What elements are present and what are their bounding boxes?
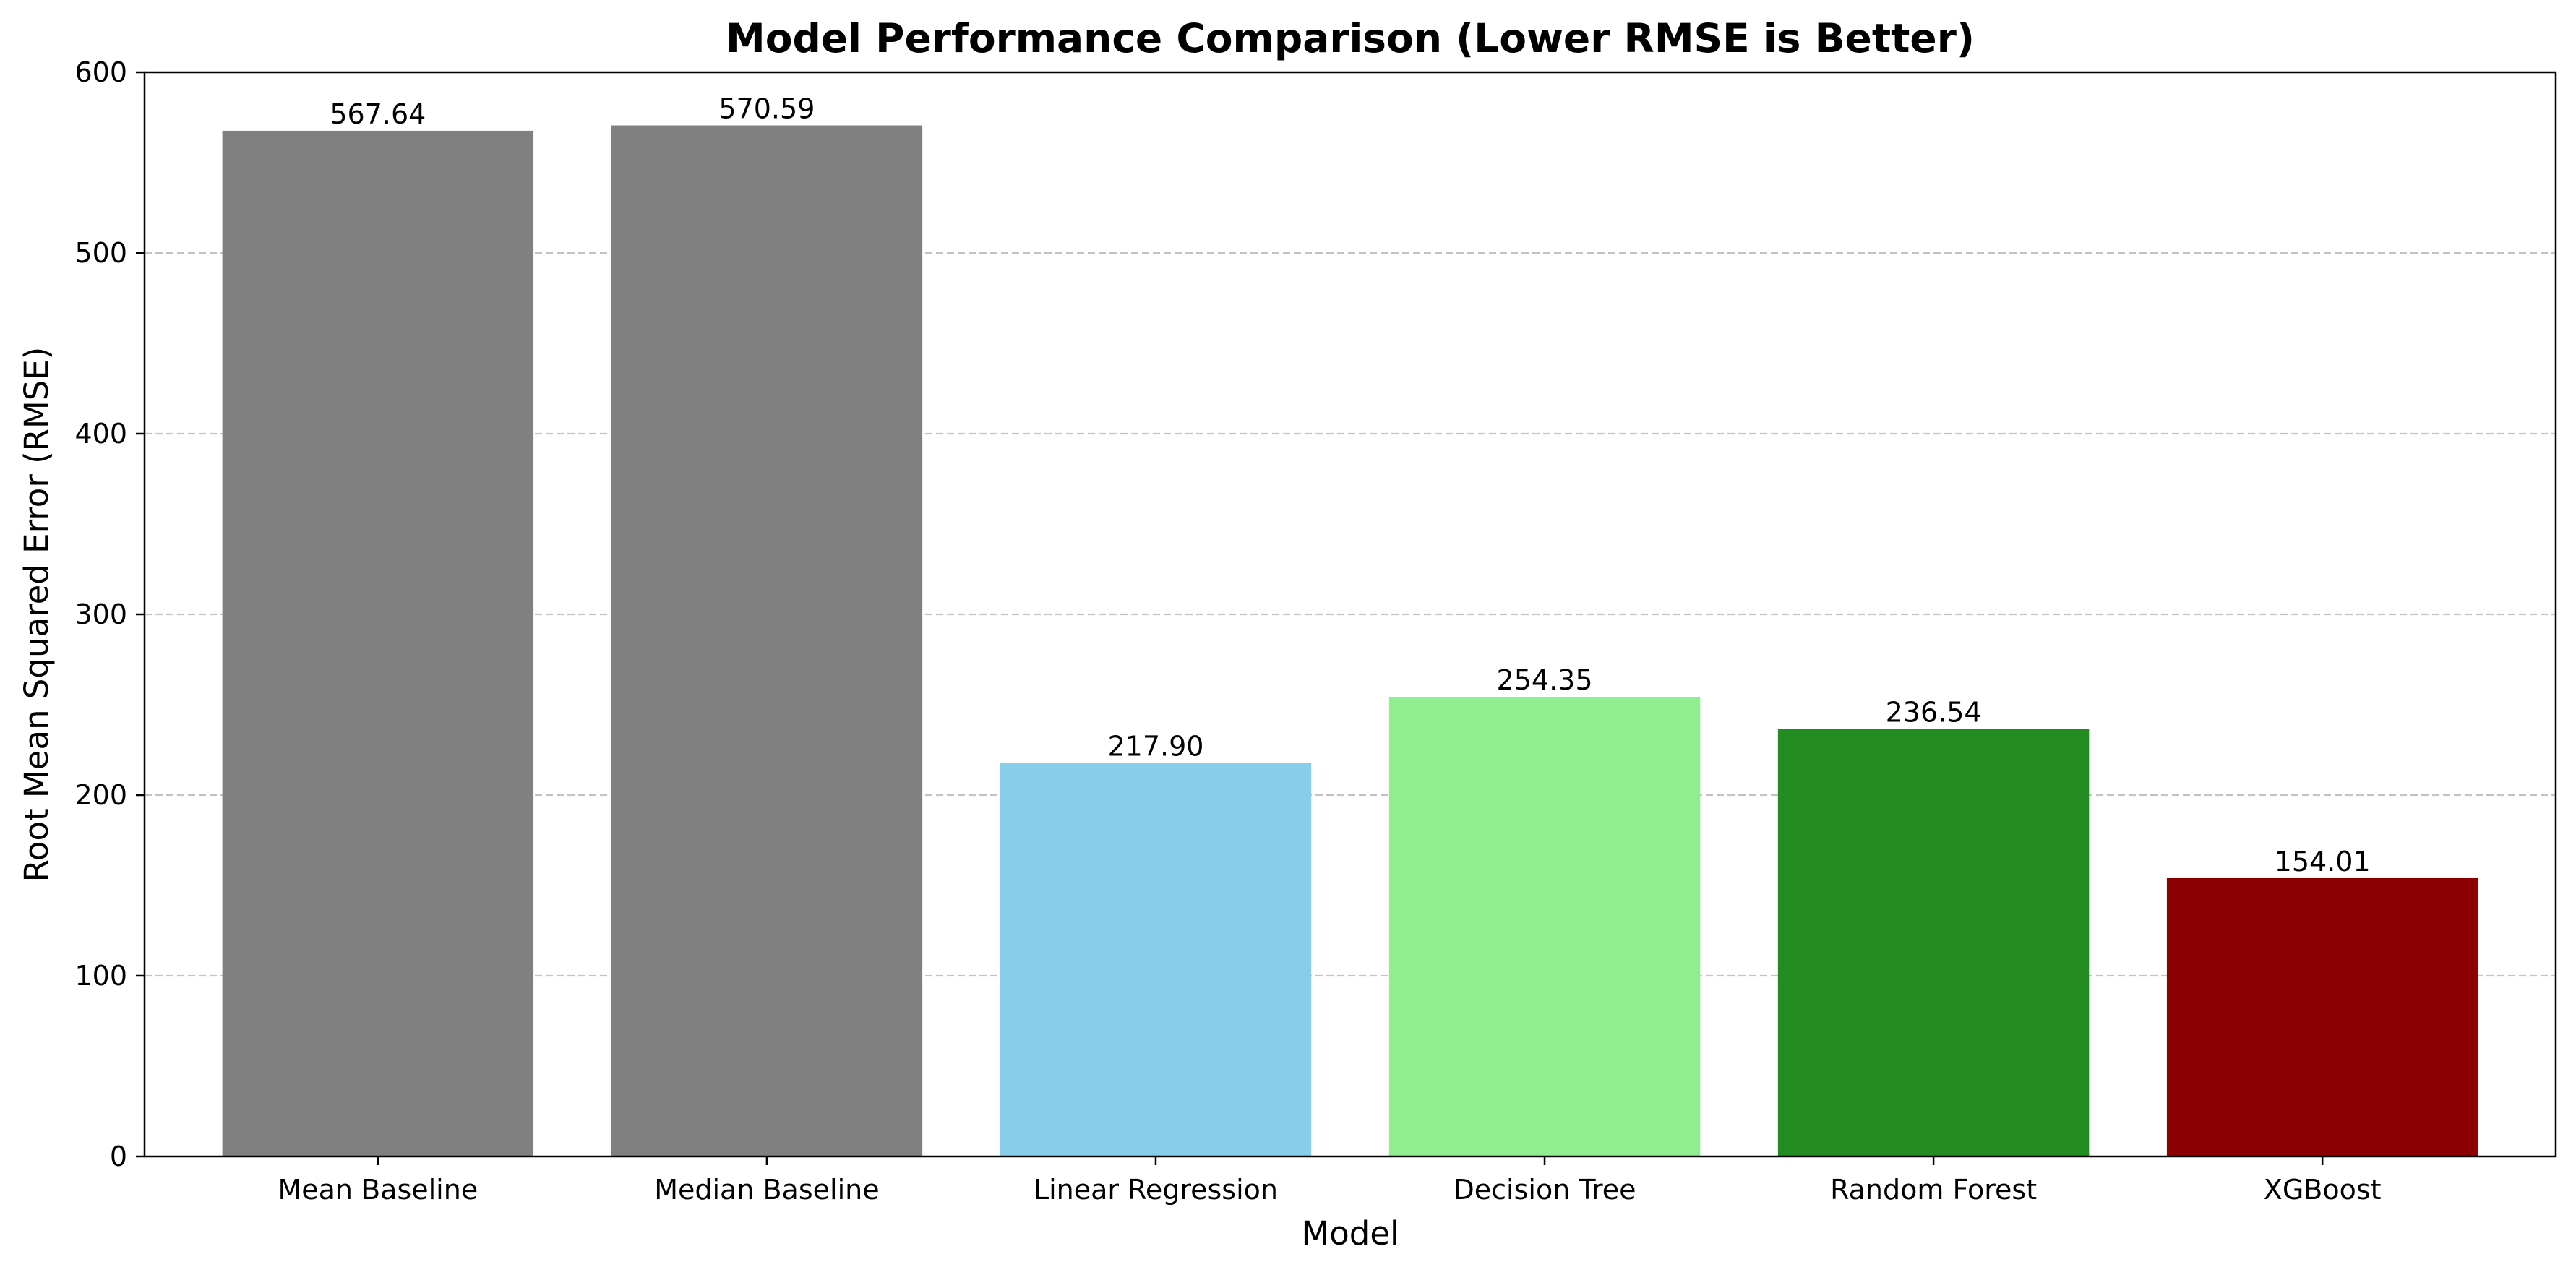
chart-title: Model Performance Comparison (Lower RMSE…: [726, 15, 1975, 61]
x-tick-label-4: Random Forest: [1830, 1174, 2037, 1206]
bar-value-label-4: 236.54: [1886, 697, 1982, 729]
y-tick-label-2: 200: [74, 779, 127, 811]
x-tick-label-5: XGBoost: [2264, 1174, 2382, 1206]
bar-0: [222, 130, 534, 1156]
bars-layer: [222, 125, 2478, 1156]
y-tick-label-6: 600: [74, 56, 127, 88]
y-tick-label-0: 0: [110, 1141, 127, 1172]
bar-4: [1777, 729, 2090, 1156]
y-tick-label-5: 500: [74, 237, 127, 269]
grid-layer: [145, 252, 2556, 977]
x-tick-label-0: Mean Baseline: [278, 1174, 478, 1206]
y-axis-label: Root Mean Squared Error (RMSE): [17, 347, 56, 883]
y-tick-label-3: 300: [74, 598, 127, 630]
bar-value-label-5: 154.01: [2275, 846, 2371, 877]
bar-1: [611, 125, 923, 1156]
y-tick-label-4: 400: [74, 418, 127, 450]
y-axis: 0 100 200 300 400 500 600: [74, 56, 145, 1172]
x-tick-label-1: Median Baseline: [654, 1174, 879, 1206]
bar-3: [1388, 697, 1701, 1156]
x-axis-label: Model: [1301, 1214, 1399, 1253]
bar-2: [1000, 763, 1312, 1156]
x-tick-label-2: Linear Regression: [1034, 1174, 1278, 1206]
bar-value-label-2: 217.90: [1107, 730, 1203, 762]
y-tick-label-1: 100: [74, 960, 127, 992]
x-tick-label-3: Decision Tree: [1454, 1174, 1636, 1206]
bar-5: [2166, 877, 2478, 1156]
bar-value-label-0: 567.64: [330, 98, 426, 130]
x-axis: Mean Baseline Median Baseline Linear Regre…: [278, 1156, 2382, 1206]
data-labels-layer: 567.64 570.59 217.90 254.35 236.54 154.01: [330, 93, 2370, 877]
bar-value-label-1: 570.59: [718, 93, 815, 125]
bar-value-label-3: 254.35: [1497, 664, 1593, 696]
